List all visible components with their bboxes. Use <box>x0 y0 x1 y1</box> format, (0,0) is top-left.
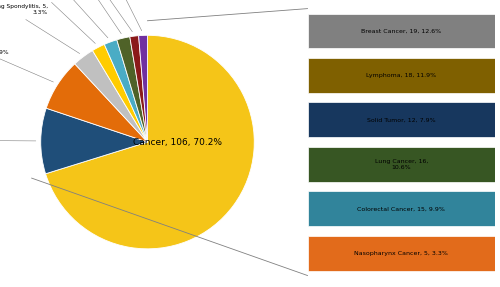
Text: Nasopharynx Cancer, 5, 3.3%: Nasopharynx Cancer, 5, 3.3% <box>354 251 448 256</box>
Bar <box>308 102 495 137</box>
Text: Cancer, 106, 70.2%: Cancer, 106, 70.2% <box>133 137 222 147</box>
Bar <box>308 236 495 271</box>
Text: Other, 12, 7.9%: Other, 12, 7.9% <box>0 50 54 82</box>
Text: Solid Tumor, 12, 7.9%: Solid Tumor, 12, 7.9% <box>367 117 436 122</box>
Text: Colorectal Cancer, 15, 9.9%: Colorectal Cancer, 15, 9.9% <box>358 206 445 211</box>
Text: Lung Cancer, 16,
10.6%: Lung Cancer, 16, 10.6% <box>374 159 428 170</box>
Wedge shape <box>46 35 255 249</box>
Wedge shape <box>138 35 147 142</box>
Wedge shape <box>92 44 148 142</box>
Bar <box>308 191 495 226</box>
Text: Psoriasis, 2, 1.3%: Psoriasis, 2, 1.3% <box>88 0 142 31</box>
Wedge shape <box>75 51 148 142</box>
Wedge shape <box>46 64 148 142</box>
Text: Rheumatoid Arthritis,
15, 9.9%: Rheumatoid Arthritis, 15, 9.9% <box>0 135 36 146</box>
Wedge shape <box>40 108 148 174</box>
Text: Asthma, 3, 2.0%: Asthma, 3, 2.0% <box>61 0 121 34</box>
Bar <box>308 58 495 93</box>
Wedge shape <box>117 37 148 142</box>
Wedge shape <box>104 40 148 142</box>
Text: Breast Cancer, 19, 12.6%: Breast Cancer, 19, 12.6% <box>361 28 442 33</box>
Wedge shape <box>130 36 148 142</box>
Text: Ankylosing Spondylitis, 5,
3.3%: Ankylosing Spondylitis, 5, 3.3% <box>0 4 80 54</box>
Text: Osteoporosis, 2, 1.3%: Osteoporosis, 2, 1.3% <box>62 0 132 32</box>
Text: Crohn's Disease, 3,
2.0%: Crohn's Disease, 3, 2.0% <box>34 0 108 38</box>
Bar <box>308 147 495 182</box>
Text: Lymphoma, 18, 11.9%: Lymphoma, 18, 11.9% <box>366 73 436 78</box>
Bar <box>308 13 495 48</box>
Text: Leukemia, 3, 2.0%: Leukemia, 3, 2.0% <box>16 0 96 44</box>
